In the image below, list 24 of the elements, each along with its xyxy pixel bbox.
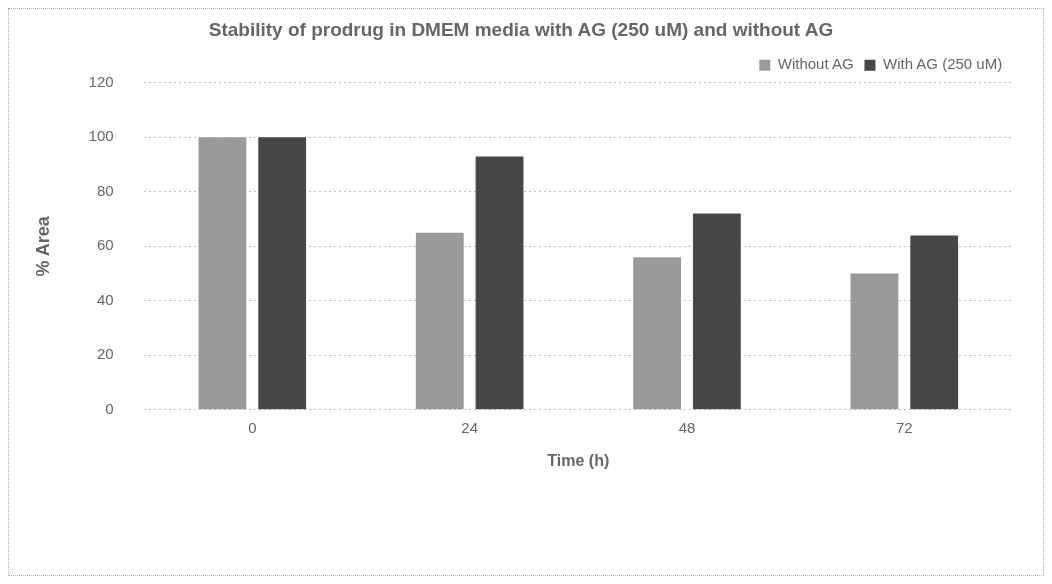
bar [850,273,899,410]
y-tick-label: 40 [96,290,114,308]
x-tick-label: 72 [895,418,913,436]
legend-label: Without AG [777,55,854,73]
bar [198,137,247,410]
y-tick-label: 120 [88,72,114,90]
x-tick-label: 0 [248,418,257,436]
bar [475,156,524,410]
chart-title: Stability of prodrug in DMEM media with AG (250 uM) and without AG [208,18,834,40]
bar [415,232,464,410]
x-tick-label: 24 [461,418,478,436]
y-tick-label: 80 [96,181,114,199]
bar [692,213,741,410]
x-tick-label: 48 [678,418,696,436]
bar [633,257,682,410]
bar [910,235,959,410]
y-tick-label: 0 [105,399,114,417]
y-tick-label: 20 [96,345,114,363]
bar [258,137,307,410]
y-tick-label: 60 [96,236,114,254]
y-axis-title: % Area [32,215,53,277]
legend-label: With AG (250 uM) [882,55,1003,73]
x-axis-title: Time (h) [547,451,610,469]
y-tick-label: 100 [88,127,114,145]
